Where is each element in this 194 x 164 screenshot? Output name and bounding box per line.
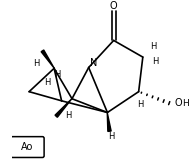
Text: H: H [138, 101, 144, 110]
Text: H: H [54, 70, 61, 79]
Text: H: H [44, 78, 50, 87]
Text: H: H [108, 132, 115, 141]
Text: O: O [110, 1, 118, 11]
FancyBboxPatch shape [11, 137, 44, 157]
Text: O: O [174, 98, 182, 108]
Text: H: H [152, 57, 158, 66]
Text: N: N [90, 58, 98, 68]
Polygon shape [41, 50, 54, 68]
Text: H: H [150, 42, 156, 51]
Text: H: H [182, 99, 189, 108]
Polygon shape [55, 99, 72, 117]
Text: H: H [33, 59, 40, 68]
Text: H: H [65, 111, 71, 120]
Text: Ao: Ao [21, 142, 34, 152]
Polygon shape [107, 113, 111, 131]
